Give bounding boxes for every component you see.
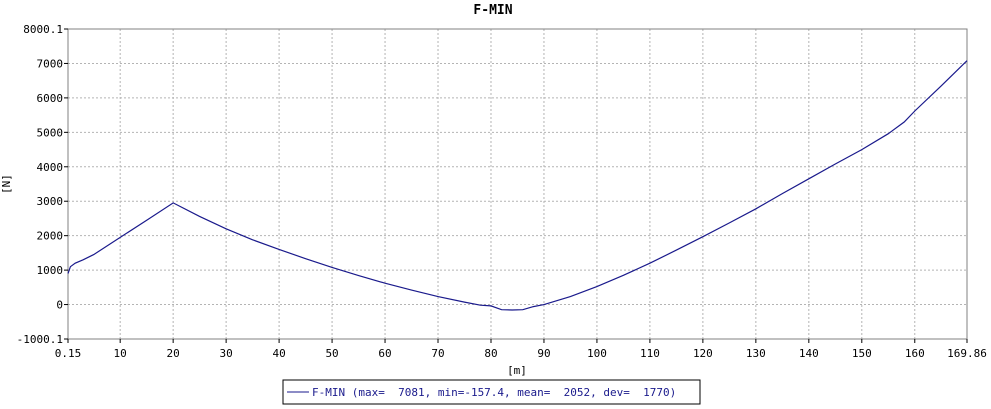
y-axis-ticks: -1000.1 0 1000 2000 3000 4000 5000 6000 7000 8000… xyxy=(17,23,68,346)
y-tick-label: 3000 xyxy=(37,195,64,208)
x-axis-ticks: 0.15 10 20 30 40 50 60 70 80 90 100 110 120 130 140 150… xyxy=(55,339,987,360)
x-tick-label: 10 xyxy=(114,347,127,360)
x-tick-label: 90 xyxy=(537,347,550,360)
x-tick-label: 50 xyxy=(325,347,338,360)
y-tick-label: 2000 xyxy=(37,230,64,243)
y-tick-label: 4000 xyxy=(37,161,64,174)
y-tick-label: 0 xyxy=(56,299,63,312)
x-tick-label: 130 xyxy=(746,347,766,360)
y-tick-label: -1000.1 xyxy=(17,333,63,346)
grid-lines xyxy=(68,29,967,339)
x-tick-label: 140 xyxy=(799,347,819,360)
x-tick-label: 120 xyxy=(693,347,713,360)
legend-box xyxy=(282,379,701,405)
x-axis-label: [m] xyxy=(507,364,527,377)
x-tick-label: 40 xyxy=(272,347,285,360)
x-tick-label: 110 xyxy=(640,347,660,360)
x-tick-label: 20 xyxy=(167,347,180,360)
y-tick-label: 7000 xyxy=(37,57,64,70)
x-tick-label: 150 xyxy=(852,347,872,360)
y-tick-label: 5000 xyxy=(37,126,64,139)
y-axis-label: [N] xyxy=(0,174,13,194)
x-tick-label: 70 xyxy=(431,347,444,360)
series-line-f-min xyxy=(67,60,968,311)
x-tick-label: 160 xyxy=(905,347,925,360)
x-tick-label: 100 xyxy=(587,347,607,360)
x-tick-label: 30 xyxy=(219,347,232,360)
x-tick-label: 169.86 xyxy=(947,347,987,360)
y-tick-label: 1000 xyxy=(37,264,64,277)
legend[interactable]: F-MIN (max= 7081, min=-157.4, mean= 2052… xyxy=(282,379,701,405)
x-tick-label: 60 xyxy=(378,347,391,360)
x-tick-label: 0.15 xyxy=(55,347,82,360)
x-tick-label: 80 xyxy=(484,347,497,360)
y-tick-label: 8000.1 xyxy=(23,23,63,36)
series-layer xyxy=(67,60,968,311)
y-tick-label: 6000 xyxy=(37,92,64,105)
chart-title: F-MIN xyxy=(473,3,512,18)
legend-entry-f-min: F-MIN (max= 7081, min=-157.4, mean= 2052… xyxy=(312,386,676,399)
plot-area-frame xyxy=(67,28,968,340)
